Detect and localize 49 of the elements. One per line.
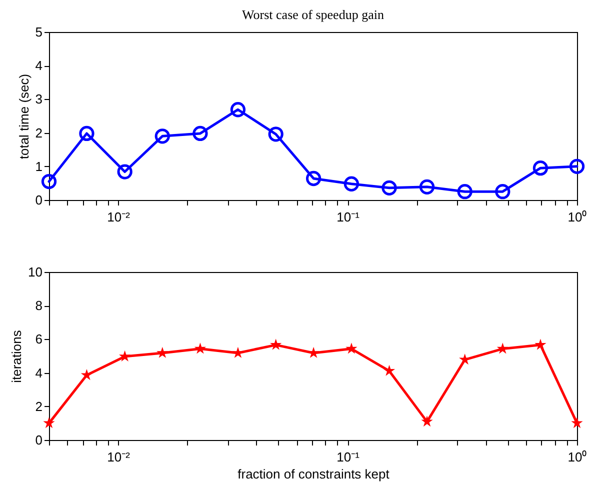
- point: [457, 184, 472, 200]
- point: [154, 128, 170, 144]
- x-tick-label: 10⁰: [568, 210, 588, 224]
- point: [306, 170, 322, 186]
- point: [495, 184, 510, 200]
- point: [192, 126, 208, 142]
- y-tick-label: 8: [35, 298, 42, 314]
- point: [117, 164, 132, 180]
- x-tick-label: 10⁻¹: [336, 210, 360, 224]
- x-tick-label: 10⁻¹: [336, 450, 360, 464]
- point: [383, 364, 396, 376]
- y-tick-label: 2: [35, 398, 42, 414]
- point: [382, 180, 397, 196]
- point: [571, 417, 583, 428]
- point: [534, 338, 546, 350]
- chart-title: Worst case of speedup gain: [242, 7, 384, 22]
- y-tick-label: 0: [35, 192, 42, 208]
- y-tick-label: 4: [35, 58, 42, 74]
- y-tick-label: 2: [35, 125, 42, 140]
- point: [118, 350, 131, 362]
- point: [43, 417, 55, 428]
- point: [268, 126, 284, 142]
- point: [41, 174, 57, 190]
- y-tick-label: 6: [35, 332, 42, 347]
- point: [79, 126, 94, 142]
- point: [156, 346, 168, 358]
- point: [532, 160, 548, 176]
- point: [270, 338, 282, 350]
- point: [346, 342, 358, 354]
- x-tick-label: 10⁻²: [107, 210, 131, 224]
- point: [194, 342, 206, 354]
- y-tick-label: 10: [28, 264, 42, 280]
- point: [496, 342, 508, 354]
- x-tick-label: 10⁻²: [107, 450, 131, 464]
- x-axis-title: fraction of constraints kept: [238, 466, 390, 482]
- y-tick-label: 0: [35, 432, 42, 448]
- point: [421, 416, 433, 427]
- y-axis-title: iterations: [9, 330, 24, 383]
- point: [230, 102, 246, 118]
- point: [569, 158, 585, 174]
- point: [419, 179, 435, 194]
- y-axis-title: total time (sec): [16, 74, 32, 160]
- point: [344, 176, 360, 192]
- y-tick-label: 5: [35, 24, 42, 40]
- y-tick-label: 4: [35, 365, 42, 380]
- point: [80, 369, 93, 380]
- y-tick-label: 1: [35, 158, 42, 174]
- x-tick-label: 10⁰: [568, 450, 588, 464]
- y-tick-label: 3: [35, 92, 42, 107]
